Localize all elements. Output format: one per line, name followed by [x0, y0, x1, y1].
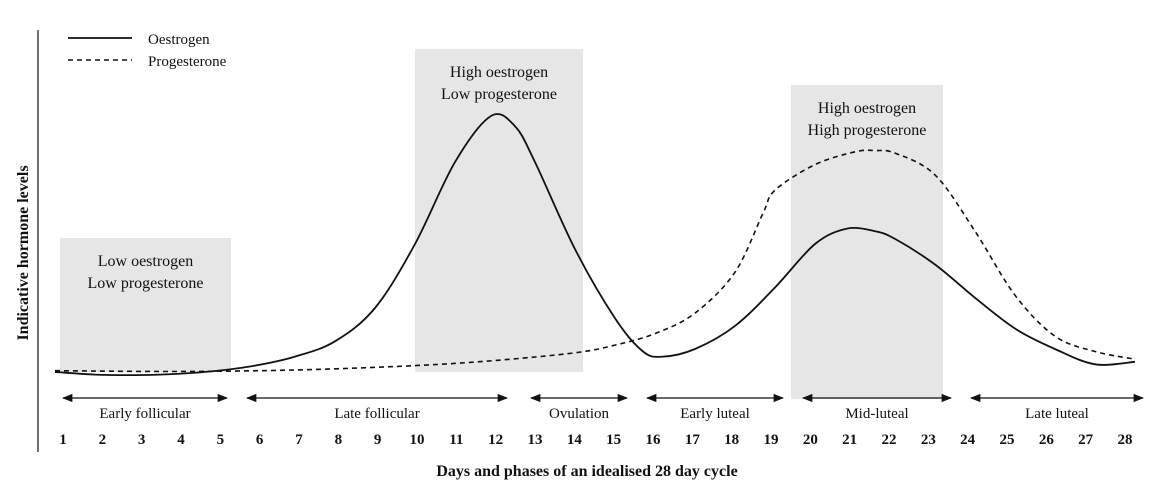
phase-label-2: Late follicular	[334, 406, 419, 422]
x-tick-3: 3	[138, 432, 146, 448]
x-tick-13: 13	[528, 432, 543, 448]
phase-label-backing-6	[1021, 405, 1093, 423]
x-tick-6: 6	[256, 432, 264, 448]
x-tick-2: 2	[99, 432, 107, 448]
x-tick-23: 23	[921, 432, 936, 448]
x-tick-28: 28	[1118, 432, 1133, 448]
x-tick-14: 14	[567, 432, 583, 448]
x-tick-24: 24	[960, 432, 976, 448]
legend-oestrogen-label: Oestrogen	[148, 32, 210, 48]
phase-label-6: Late luteal	[1025, 406, 1089, 422]
shaded-region-3-line2: High progesterone	[808, 122, 927, 139]
phase-label-backing-5	[841, 405, 913, 423]
x-tick-18: 18	[724, 432, 739, 448]
legend-progesterone-label: Progesterone	[148, 54, 227, 70]
phase-label-4: Early luteal	[680, 406, 750, 422]
x-tick-10: 10	[410, 432, 425, 448]
series-oestrogen-line	[54, 113, 1136, 377]
x-tick-9: 9	[374, 432, 382, 448]
phase-label-backing-1	[95, 405, 195, 423]
shaded-region-1-line1: Low oestrogen	[98, 253, 194, 270]
shaded-region-2-line1: High oestrogen	[450, 64, 548, 81]
y-axis-title: Indicative hormone levels	[15, 165, 32, 340]
shaded-region-1	[60, 238, 231, 372]
x-tick-20: 20	[803, 432, 818, 448]
phase-label-3: Ovulation	[549, 406, 609, 422]
x-tick-7: 7	[295, 432, 303, 448]
x-tick-11: 11	[449, 432, 463, 448]
phase-label-5: Mid-luteal	[845, 406, 908, 422]
x-tick-21: 21	[842, 432, 857, 448]
x-tick-26: 26	[1039, 432, 1055, 448]
shaded-region-1-line2: Low progesterone	[88, 275, 204, 292]
x-axis-title: Days and phases of an idealised 28 day c…	[436, 463, 737, 480]
x-tick-19: 19	[764, 432, 779, 448]
x-tick-12: 12	[488, 432, 503, 448]
x-tick-27: 27	[1078, 432, 1094, 448]
shaded-region-2-line2: Low progesterone	[441, 86, 557, 103]
x-tick-15: 15	[606, 432, 621, 448]
phase-label-backing-4	[676, 405, 754, 423]
x-tick-5: 5	[217, 432, 225, 448]
x-tick-16: 16	[646, 432, 662, 448]
x-tick-22: 22	[882, 432, 897, 448]
series-progesterone-line	[54, 149, 1136, 373]
shaded-region-3-line1: High oestrogen	[818, 100, 916, 117]
x-tick-17: 17	[685, 432, 701, 448]
phase-label-1: Early follicular	[99, 406, 190, 422]
x-tick-25: 25	[1000, 432, 1015, 448]
x-tick-4: 4	[177, 432, 185, 448]
phase-label-backing-3	[545, 405, 614, 423]
x-tick-1: 1	[59, 432, 67, 448]
x-tick-8: 8	[335, 432, 343, 448]
phase-label-backing-2	[330, 405, 424, 423]
shaded-region-2	[415, 49, 583, 372]
